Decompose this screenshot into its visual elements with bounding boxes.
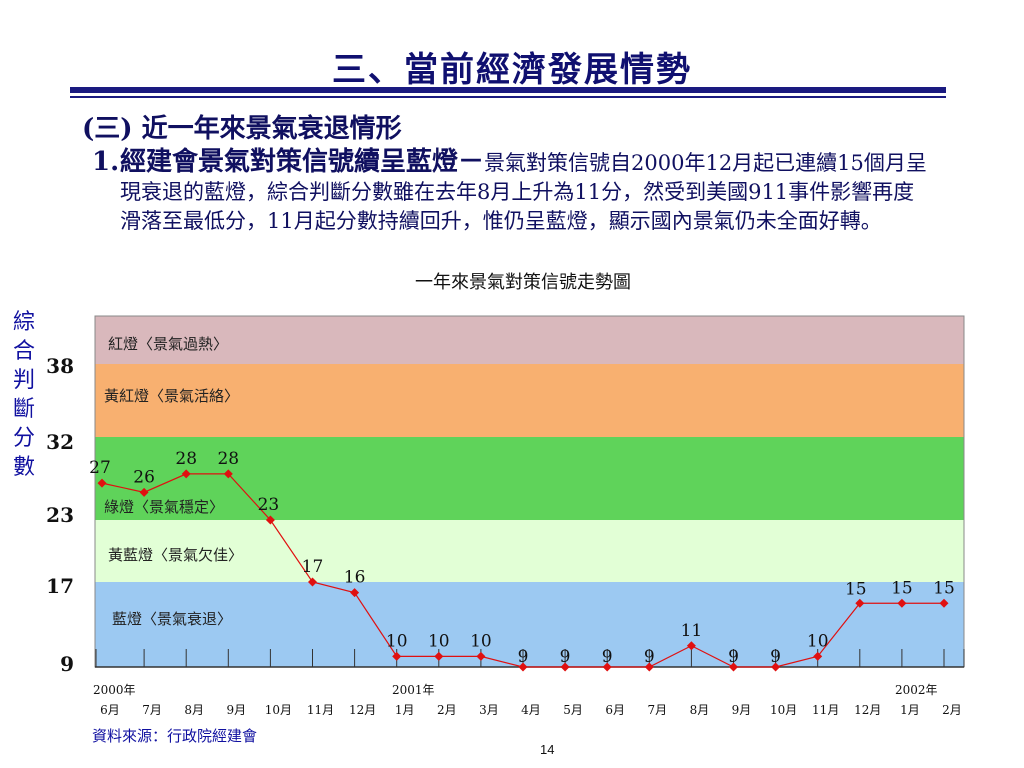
data-point	[729, 662, 738, 672]
data-label: 9	[602, 647, 613, 667]
data-label: 26	[133, 467, 155, 487]
y-tick-32: 32	[46, 430, 74, 454]
x-tick-label: 6月	[605, 703, 625, 717]
x-tick-label: 2月	[437, 703, 457, 717]
x-year-label: 2001年	[392, 683, 435, 697]
data-label: 28	[175, 449, 197, 469]
x-tick-label: 10月	[770, 703, 797, 717]
band-0	[95, 316, 964, 364]
data-label: 10	[386, 631, 408, 651]
data-point	[602, 662, 612, 672]
data-point	[392, 651, 402, 661]
data-label: 15	[845, 579, 867, 599]
data-point	[771, 662, 781, 672]
data-label: 9	[728, 647, 739, 667]
band-label-0: 紅燈〈景氣過熱〉	[108, 335, 228, 353]
page-number: 14	[540, 742, 555, 757]
x-tick-label: 4月	[521, 703, 541, 717]
data-label: 11	[681, 621, 703, 641]
x-tick-label: 1月	[395, 703, 415, 717]
data-label: 15	[891, 578, 913, 598]
x-tick-label: 11月	[812, 703, 839, 717]
data-point	[897, 598, 907, 608]
band-label-4: 藍燈〈景氣衰退〉	[112, 610, 232, 628]
data-label: 10	[470, 631, 492, 651]
band-label-1: 黃紅燈〈景氣活絡〉	[104, 387, 239, 405]
data-point	[181, 469, 191, 479]
item-number: 1.	[92, 147, 120, 177]
data-label: 15	[933, 578, 955, 598]
title-rule-thin	[70, 96, 946, 98]
x-tick-label: 10月	[265, 703, 292, 717]
slide-title: 三、當前經濟發展情勢	[332, 50, 692, 90]
x-tick-label: 2月	[942, 703, 962, 717]
data-point	[139, 487, 149, 497]
band-1	[95, 364, 964, 437]
x-tick-label: 8月	[690, 703, 710, 717]
x-tick-label: 12月	[854, 703, 881, 717]
data-label: 17	[302, 557, 324, 577]
data-point	[644, 662, 654, 672]
data-point	[560, 662, 570, 672]
data-point	[223, 469, 233, 479]
x-tick-label: 7月	[647, 703, 667, 717]
data-point	[434, 651, 444, 661]
x-tick-label: 6月	[100, 703, 120, 717]
data-label: 9	[770, 647, 781, 667]
band-label-2: 綠燈〈景氣穩定〉	[104, 498, 224, 516]
data-point	[308, 577, 317, 587]
x-tick-label: 3月	[479, 703, 499, 717]
x-tick-label: 9月	[732, 703, 752, 717]
item-heading: 經建會景氣對策信號續呈藍燈－	[120, 147, 485, 177]
data-label: 23	[258, 495, 280, 515]
data-point	[813, 651, 823, 661]
data-point	[476, 651, 486, 661]
item-body: 景氣對策信號自2000年12月起已連續15個月呈現衰退的藍燈，綜合判斷分數雖在去…	[120, 151, 927, 233]
data-label: 28	[217, 449, 239, 469]
y-tick-17: 17	[46, 574, 74, 598]
band-4	[95, 582, 964, 667]
x-tick-label: 1月	[900, 703, 920, 717]
data-point	[686, 641, 696, 651]
x-year-label: 2002年	[895, 683, 938, 697]
band-3	[95, 520, 964, 582]
title-rule-thick	[70, 87, 946, 93]
data-label: 9	[644, 647, 655, 667]
data-label: 9	[560, 647, 571, 667]
x-tick-label: 12月	[349, 703, 376, 717]
x-tick-label: 11月	[307, 703, 334, 717]
data-label: 9	[518, 647, 529, 667]
data-label: 10	[807, 631, 829, 651]
item-text: 經建會景氣對策信號續呈藍燈－景氣對策信號自2000年12月起已連續15個月呈現衰…	[120, 148, 932, 236]
data-point	[518, 662, 528, 672]
x-tick-label: 8月	[184, 703, 204, 717]
data-label: 27	[89, 458, 111, 478]
x-tick-label: 5月	[563, 703, 583, 717]
x-tick-label: 9月	[226, 703, 246, 717]
band-label-3: 黃藍燈〈景氣欠佳〉	[108, 546, 243, 564]
y-axis-label: 綜合判斷分數	[12, 310, 35, 480]
source-note: 資料來源：行政院經建會	[92, 727, 258, 745]
data-point	[939, 598, 949, 608]
data-label: 10	[428, 631, 450, 651]
band-2	[95, 437, 964, 520]
data-point	[855, 598, 865, 608]
x-tick-label: 7月	[142, 703, 162, 717]
y-tick-23: 23	[46, 503, 74, 527]
y-tick-38: 38	[46, 354, 74, 378]
x-year-label: 2000年	[93, 683, 136, 697]
data-point	[350, 588, 360, 598]
subheading: (三) 近一年來景氣衰退情形	[82, 114, 402, 144]
data-point	[265, 515, 275, 525]
data-label: 16	[344, 568, 366, 588]
y-tick-9: 9	[60, 652, 74, 676]
data-point	[97, 478, 107, 488]
chart-title: 一年來景氣對策信號走勢圖	[415, 272, 631, 293]
